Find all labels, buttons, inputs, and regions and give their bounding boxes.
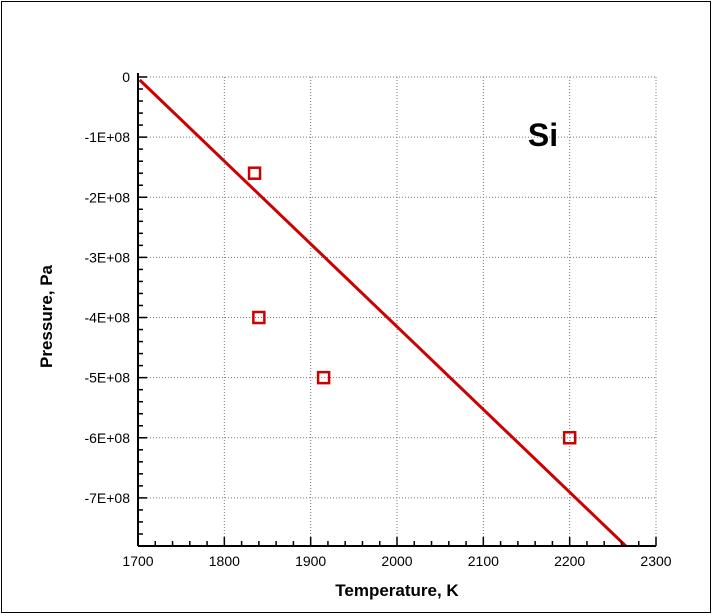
tick-labels: 1700 1800 1900 2000 2100 2200 2300 0 -1E+08 -2E+0… (84, 69, 671, 569)
y-axis-title: Pressure, Pa (37, 264, 56, 368)
x-tick-label: 1900 (295, 553, 326, 569)
x-tick-label: 2300 (640, 553, 671, 569)
y-tick-label: -2E+08 (84, 189, 130, 205)
series-line (138, 78, 627, 548)
data-point (562, 431, 577, 445)
y-tick-label: -4E+08 (84, 310, 130, 326)
grid-lines (138, 76, 657, 546)
data-point (316, 370, 331, 385)
y-tick-label: -5E+08 (84, 370, 130, 386)
y-tick-label: 0 (122, 69, 130, 85)
x-tick-label: 1700 (122, 553, 153, 569)
y-tick-label: -1E+08 (84, 129, 130, 145)
x-tick-label: 2200 (554, 553, 585, 569)
x-axis-title: Temperature, K (335, 581, 459, 600)
x-tick-label: 2100 (468, 553, 499, 569)
scatter-series (247, 166, 577, 445)
y-tick-label: -6E+08 (84, 430, 130, 446)
x-tick-label: 2000 (381, 553, 412, 569)
fit-line-series (138, 78, 627, 548)
data-point (252, 310, 266, 325)
y-tick-label: -7E+08 (84, 490, 130, 506)
x-tick-label: 1800 (209, 553, 240, 569)
data-point (247, 166, 262, 180)
axis-ticks (137, 76, 657, 547)
element-annotation: Si (528, 117, 558, 153)
y-tick-label: -3E+08 (84, 249, 130, 265)
